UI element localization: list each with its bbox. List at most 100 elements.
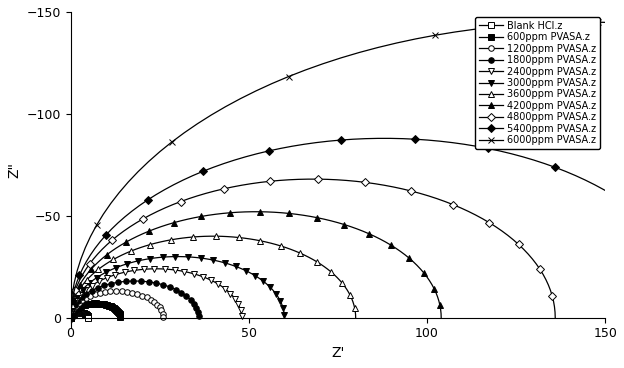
6000ppm PVASA.z xyxy=(573,20,581,24)
Blank HCl.z xyxy=(67,315,74,320)
3600ppm PVASA.z xyxy=(67,315,74,320)
Y-axis label: Z": Z" xyxy=(7,162,21,178)
5400ppm PVASA.z xyxy=(496,149,504,153)
4200ppm PVASA.z xyxy=(437,315,445,320)
2400ppm PVASA.z xyxy=(202,276,209,280)
3600ppm PVASA.z xyxy=(262,240,270,244)
3600ppm PVASA.z xyxy=(207,234,214,238)
1200ppm PVASA.z xyxy=(140,294,147,298)
Line: 3600ppm PVASA.z: 3600ppm PVASA.z xyxy=(67,233,359,321)
600ppm PVASA.z xyxy=(106,304,114,308)
4200ppm PVASA.z xyxy=(219,211,227,216)
1800ppm PVASA.z xyxy=(130,279,137,283)
1200ppm PVASA.z xyxy=(160,315,167,320)
1800ppm PVASA.z xyxy=(168,286,175,290)
Blank HCl.z xyxy=(85,315,92,320)
1200ppm PVASA.z xyxy=(129,290,136,295)
600ppm PVASA.z xyxy=(100,302,107,307)
4800ppm PVASA.z xyxy=(266,179,273,184)
3000ppm PVASA.z xyxy=(213,259,221,263)
Line: 4200ppm PVASA.z: 4200ppm PVASA.z xyxy=(67,208,445,321)
600ppm PVASA.z xyxy=(101,302,109,307)
Line: 6000ppm PVASA.z: 6000ppm PVASA.z xyxy=(67,19,624,321)
2400ppm PVASA.z xyxy=(67,315,74,320)
3600ppm PVASA.z xyxy=(352,315,359,320)
3000ppm PVASA.z xyxy=(155,255,162,260)
4800ppm PVASA.z xyxy=(539,272,547,277)
2400ppm PVASA.z xyxy=(233,300,241,305)
Blank HCl.z xyxy=(79,311,87,315)
1800ppm PVASA.z xyxy=(162,283,169,288)
1800ppm PVASA.z xyxy=(120,279,127,284)
3600ppm PVASA.z xyxy=(292,249,300,254)
Blank HCl.z xyxy=(79,311,86,315)
4200ppm PVASA.z xyxy=(67,315,74,320)
1200ppm PVASA.z xyxy=(157,307,165,312)
600ppm PVASA.z xyxy=(67,315,74,320)
Blank HCl.z xyxy=(74,311,82,315)
5400ppm PVASA.z xyxy=(374,136,382,141)
4800ppm PVASA.z xyxy=(425,194,432,198)
1200ppm PVASA.z xyxy=(135,292,143,297)
4200ppm PVASA.z xyxy=(314,216,321,220)
1200ppm PVASA.z xyxy=(130,291,138,295)
600ppm PVASA.z xyxy=(87,301,95,306)
2400ppm PVASA.z xyxy=(150,266,158,271)
Line: 1200ppm PVASA.z: 1200ppm PVASA.z xyxy=(68,289,166,321)
5400ppm PVASA.z xyxy=(562,169,569,174)
Blank HCl.z xyxy=(80,311,87,315)
2400ppm PVASA.z xyxy=(184,270,192,275)
5400ppm PVASA.z xyxy=(484,146,492,151)
Line: 600ppm PVASA.z: 600ppm PVASA.z xyxy=(68,301,124,321)
1800ppm PVASA.z xyxy=(155,282,162,286)
Legend: Blank HCl.z, 600ppm PVASA.z, 1200ppm PVASA.z, 1800ppm PVASA.z, 2400ppm PVASA.z, : Blank HCl.z, 600ppm PVASA.z, 1200ppm PVA… xyxy=(475,17,600,149)
Line: 4800ppm PVASA.z: 4800ppm PVASA.z xyxy=(68,176,558,321)
3000ppm PVASA.z xyxy=(225,262,232,266)
1800ppm PVASA.z xyxy=(152,281,160,285)
4200ppm PVASA.z xyxy=(248,209,256,214)
3000ppm PVASA.z xyxy=(172,254,179,259)
1800ppm PVASA.z xyxy=(67,315,74,320)
2400ppm PVASA.z xyxy=(181,269,188,274)
5400ppm PVASA.z xyxy=(67,315,74,320)
3600ppm PVASA.z xyxy=(256,238,264,243)
600ppm PVASA.z xyxy=(91,301,99,306)
Blank HCl.z xyxy=(81,311,89,316)
4200ppm PVASA.z xyxy=(359,229,367,233)
3000ppm PVASA.z xyxy=(281,315,288,320)
4800ppm PVASA.z xyxy=(389,185,397,189)
3600ppm PVASA.z xyxy=(184,235,192,240)
1200ppm PVASA.z xyxy=(105,290,112,294)
3000ppm PVASA.z xyxy=(209,258,217,262)
4800ppm PVASA.z xyxy=(305,177,312,181)
5400ppm PVASA.z xyxy=(530,158,537,162)
3600ppm PVASA.z xyxy=(345,290,353,294)
600ppm PVASA.z xyxy=(117,315,124,320)
4800ppm PVASA.z xyxy=(449,202,457,207)
3000ppm PVASA.z xyxy=(275,296,283,301)
2400ppm PVASA.z xyxy=(193,273,201,277)
4800ppm PVASA.z xyxy=(399,187,406,191)
3000ppm PVASA.z xyxy=(235,266,243,270)
4200ppm PVASA.z xyxy=(428,282,436,287)
X-axis label: Z': Z' xyxy=(331,346,344,360)
4200ppm PVASA.z xyxy=(341,222,348,227)
2400ppm PVASA.z xyxy=(238,315,245,320)
Blank HCl.z xyxy=(84,314,92,318)
1800ppm PVASA.z xyxy=(195,315,203,320)
600ppm PVASA.z xyxy=(115,311,123,315)
4200ppm PVASA.z xyxy=(321,217,328,222)
3600ppm PVASA.z xyxy=(277,244,285,248)
3000ppm PVASA.z xyxy=(67,315,74,320)
1200ppm PVASA.z xyxy=(67,315,74,320)
Line: 1800ppm PVASA.z: 1800ppm PVASA.z xyxy=(68,278,202,321)
1800ppm PVASA.z xyxy=(192,304,200,308)
5400ppm PVASA.z xyxy=(324,139,332,144)
Blank HCl.z xyxy=(76,311,83,315)
6000ppm PVASA.z xyxy=(67,315,74,320)
600ppm PVASA.z xyxy=(104,303,111,307)
1200ppm PVASA.z xyxy=(112,289,120,293)
Line: Blank HCl.z: Blank HCl.z xyxy=(68,310,91,321)
4800ppm PVASA.z xyxy=(67,315,74,320)
6000ppm PVASA.z xyxy=(492,25,499,29)
